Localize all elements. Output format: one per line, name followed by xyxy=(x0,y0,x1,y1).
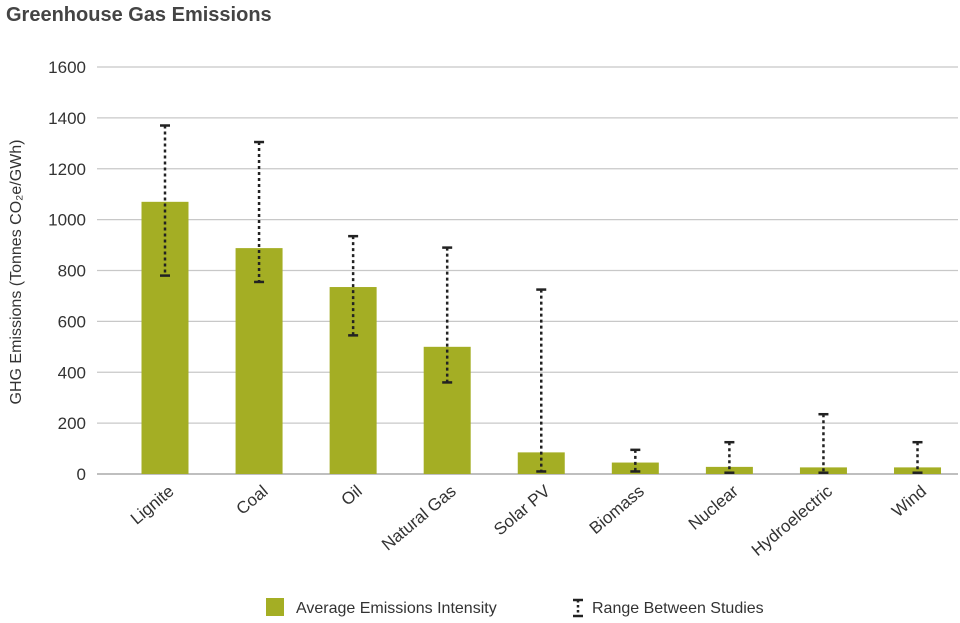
legend-label-average: Average Emissions Intensity xyxy=(296,600,497,617)
range-bar-wind xyxy=(912,440,923,474)
range-bar-solar-pv xyxy=(536,288,547,473)
range-bar-natural-gas xyxy=(442,246,453,384)
x-tick-label: Solar PV xyxy=(490,481,554,539)
legend: Average Emissions Intensity Range Betwee… xyxy=(266,598,764,618)
range-bars xyxy=(160,124,923,474)
y-tick-label: 1000 xyxy=(48,211,86,230)
bar-lignite xyxy=(141,201,189,474)
x-tick-label: Wind xyxy=(888,482,930,521)
bar-oil xyxy=(329,287,377,474)
x-tick-label: Biomass xyxy=(586,482,648,538)
x-tick-label: Hydroelectric xyxy=(748,481,837,560)
y-tick-label: 800 xyxy=(58,262,86,281)
range-bar-biomass xyxy=(630,448,641,473)
range-bar-nuclear xyxy=(724,440,735,474)
bar-wind xyxy=(894,467,942,474)
x-tick-label: Oil xyxy=(338,482,366,510)
y-tick-label: 1600 xyxy=(48,58,86,77)
range-bar-oil xyxy=(348,234,359,337)
y-axis-label: GHG Emissions (Tonnes CO₂e/GWh) xyxy=(8,140,25,405)
y-tick-label: 400 xyxy=(58,363,86,382)
y-axis-ticks: 0 200 400 600 800 1000 1200 1400 1600 xyxy=(48,58,86,484)
chart-title: Greenhouse Gas Emissions xyxy=(6,4,272,26)
x-tick-label: Nuclear xyxy=(685,481,742,533)
range-bar-coal xyxy=(254,140,265,284)
y-tick-label: 600 xyxy=(58,312,86,331)
y-tick-label: 1200 xyxy=(48,160,86,179)
x-axis-labels: Lignite Coal Oil Natural Gas Solar PV Biomass… xyxy=(127,481,930,560)
bar-natural-gas xyxy=(423,346,471,474)
x-tick-label: Coal xyxy=(233,482,272,519)
y-tick-label: 0 xyxy=(77,465,86,484)
range-bar-lignite xyxy=(160,124,170,277)
legend-swatch-average xyxy=(266,598,284,616)
range-bar-hydroelectric xyxy=(818,412,829,474)
bar-coal xyxy=(235,248,283,474)
legend-swatch-range xyxy=(573,598,583,618)
y-tick-label: 200 xyxy=(58,414,86,433)
bar-solar-pv xyxy=(517,452,565,474)
x-tick-label: Lignite xyxy=(127,482,178,529)
bar-nuclear xyxy=(705,466,753,474)
gridlines xyxy=(97,66,958,475)
y-tick-label: 1400 xyxy=(48,109,86,128)
legend-label-range: Range Between Studies xyxy=(592,600,764,617)
x-tick-label: Natural Gas xyxy=(378,482,460,555)
